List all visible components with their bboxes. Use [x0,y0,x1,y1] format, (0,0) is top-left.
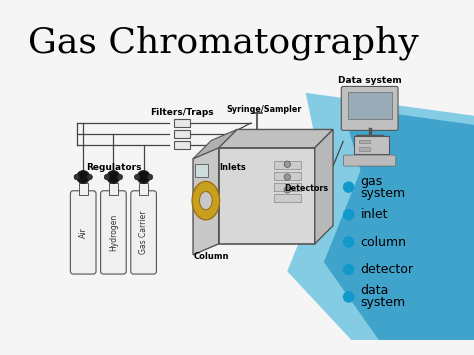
Circle shape [107,171,120,184]
FancyBboxPatch shape [174,119,190,127]
Text: data
system: data system [361,284,406,310]
Circle shape [135,174,140,180]
FancyBboxPatch shape [348,92,392,119]
Text: Data system: Data system [338,76,401,84]
FancyBboxPatch shape [195,164,208,177]
Text: column: column [361,235,407,248]
FancyBboxPatch shape [359,140,370,143]
Text: Inlets: Inlets [219,163,246,173]
Circle shape [344,264,354,274]
Circle shape [87,174,92,180]
Polygon shape [324,106,474,340]
Circle shape [284,174,291,180]
FancyBboxPatch shape [273,173,301,180]
Text: Air: Air [79,227,88,238]
FancyBboxPatch shape [273,162,301,169]
Circle shape [344,237,354,247]
FancyBboxPatch shape [100,191,126,274]
Circle shape [137,171,150,184]
FancyBboxPatch shape [131,191,156,274]
FancyBboxPatch shape [341,86,398,130]
Circle shape [147,174,153,180]
Text: Filters/Traps: Filters/Traps [150,109,214,118]
Text: Hydrogen: Hydrogen [109,214,118,251]
FancyBboxPatch shape [344,155,396,166]
Circle shape [284,187,291,193]
Text: gas
system: gas system [361,175,406,200]
Text: Detectors: Detectors [284,185,328,193]
Circle shape [284,161,291,168]
FancyBboxPatch shape [109,182,118,195]
Circle shape [77,171,90,184]
Text: Syringe/Sampler: Syringe/Sampler [227,105,302,114]
Polygon shape [193,148,219,255]
FancyBboxPatch shape [219,148,315,244]
Text: Gas Chromatography: Gas Chromatography [28,25,419,60]
Circle shape [74,174,80,180]
FancyBboxPatch shape [174,141,190,149]
Polygon shape [287,93,474,340]
Polygon shape [315,130,333,244]
Circle shape [344,182,354,192]
Circle shape [344,292,354,302]
Text: Column: Column [193,252,229,261]
FancyBboxPatch shape [273,184,301,191]
FancyBboxPatch shape [174,130,190,138]
Circle shape [117,174,123,180]
FancyBboxPatch shape [359,147,370,151]
Ellipse shape [192,181,219,220]
FancyBboxPatch shape [273,195,301,202]
Text: Gas Carrier: Gas Carrier [139,211,148,254]
Circle shape [344,209,354,220]
Text: Regulators: Regulators [86,163,141,173]
Ellipse shape [200,191,212,210]
FancyBboxPatch shape [354,136,389,154]
Text: detector: detector [361,263,413,276]
FancyBboxPatch shape [139,182,148,195]
Polygon shape [219,130,333,148]
Circle shape [104,174,110,180]
Polygon shape [193,130,237,159]
FancyBboxPatch shape [79,182,88,195]
FancyBboxPatch shape [71,191,96,274]
Text: inlet: inlet [361,208,388,221]
